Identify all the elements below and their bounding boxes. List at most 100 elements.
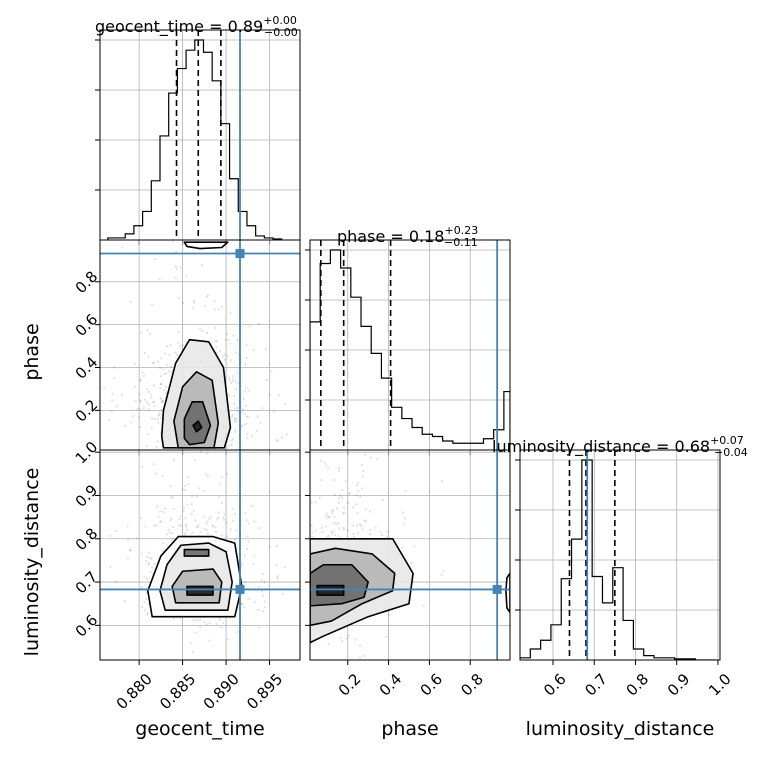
sample-point [268,545,271,548]
sample-point [148,403,151,406]
sample-point [157,360,160,363]
sample-point [330,511,334,515]
sample-point [233,394,236,397]
sample-point [184,525,188,528]
sample-point [348,634,351,637]
sample-point [124,425,127,428]
sample-point [338,466,341,470]
sample-point [115,529,118,532]
sample-point [381,533,384,537]
sample-point [194,631,197,634]
sample-point [146,433,149,436]
sample-point [172,454,174,456]
sample-point [263,600,266,603]
sample-point [356,394,358,396]
sample-point [280,577,282,579]
sample-point [306,565,308,567]
sample-point [159,386,162,390]
sample-point [303,521,305,523]
sample-point [246,535,249,538]
sample-point [257,322,260,325]
sample-point [290,536,292,538]
sample-point [368,510,371,513]
sample-point [302,580,304,582]
sample-point [158,277,161,281]
contour-level-2 [171,568,223,604]
sample-point [143,575,146,578]
sample-point [126,557,129,560]
sample-point [213,308,216,311]
sample-point [225,521,228,524]
sample-point [297,573,299,575]
panel-hist-geocent-time [95,29,301,245]
sample-point [109,565,112,568]
sample-point [141,371,144,374]
sample-point [337,501,340,504]
sample-point [202,236,204,238]
sample-point [254,615,256,617]
contour-level-1 [183,400,212,446]
sample-point [159,396,162,400]
sample-point [191,306,194,309]
sample-point [304,572,306,574]
panel-joint-phase-luminosity-distance-content [254,450,510,672]
tick-label-phase: 0.6 [417,670,447,700]
sample-point [163,352,166,355]
sample-point [402,511,405,514]
sample-point [192,301,196,304]
sample-point [301,506,303,508]
sample-point [169,485,172,488]
sample-point [278,557,280,559]
sample-point [162,510,165,514]
sample-point [296,585,298,587]
sample-point [285,597,287,599]
sample-point [129,548,132,551]
sample-point [215,622,218,626]
sample-point [152,361,155,364]
sample-point [265,378,268,382]
sample-point [296,596,298,598]
sample-point [358,523,361,526]
title-geocent-time: geocent_time = 0.89+0.00 [95,14,297,37]
sample-point [306,555,308,557]
sample-point [159,416,162,419]
sample-point [126,525,129,528]
title-phase-text: phase = 0.18 [337,227,444,246]
sample-point [276,440,279,443]
sample-point [302,524,304,526]
contour-level-0 [192,420,203,433]
sample-point [320,479,323,482]
sample-point [253,555,256,558]
sample-point [177,342,180,345]
sample-point [263,580,266,584]
sample-point [259,421,262,424]
density-fill [184,549,209,557]
sample-point [258,626,261,629]
sample-point [304,550,306,552]
sample-point [318,496,321,500]
sample-point [310,501,313,504]
sample-point [233,407,237,410]
sample-point [330,530,333,533]
sample-point [288,599,290,601]
sample-point [208,639,211,642]
sample-point [233,402,236,406]
sample-point [153,404,156,408]
sample-point [141,585,144,589]
density-fill [186,586,214,596]
sample-point [324,670,326,672]
sample-point [96,529,98,531]
sample-point [186,503,189,506]
sample-point [170,517,173,520]
sample-point [163,388,166,392]
sample-point [229,311,232,314]
sample-point [147,551,151,554]
ylabel-luminosity-distance: luminosity_distance [21,468,43,657]
sample-point [247,389,250,392]
sample-point [120,393,124,396]
sample-point [242,397,245,401]
sample-point [341,640,344,643]
sample-point [245,422,248,425]
sample-point [194,519,197,522]
sample-point [150,557,153,560]
